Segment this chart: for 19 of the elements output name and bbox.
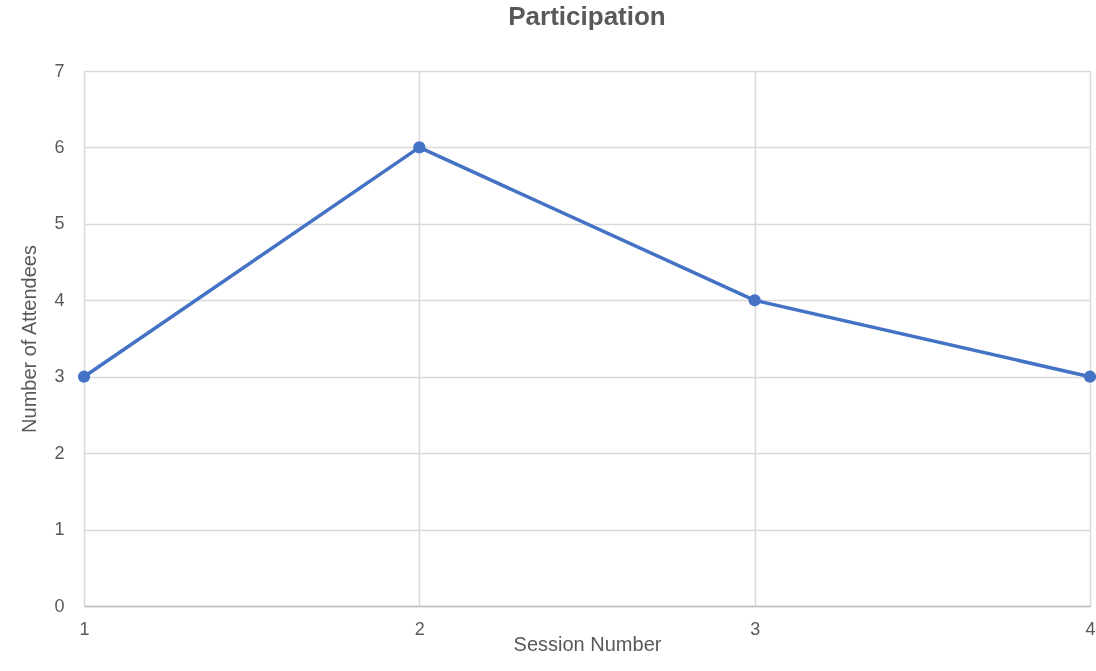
y-tick-label: 5 — [54, 213, 65, 234]
chart-title: Participation — [508, 1, 666, 31]
y-tick-label: 4 — [54, 289, 65, 310]
y-tick-label: 3 — [54, 366, 65, 387]
x-tick-label: 3 — [750, 618, 761, 639]
y-axis-title: Number of Attendees — [18, 245, 41, 433]
point — [413, 141, 426, 154]
y-tick-label: 2 — [54, 442, 65, 463]
y-tick-label: 7 — [54, 60, 65, 81]
point — [748, 294, 761, 307]
point — [77, 370, 91, 383]
y-tick-label: 6 — [54, 136, 65, 157]
x-tick-label: 2 — [414, 618, 425, 639]
x-tick-label: 4 — [1085, 618, 1096, 639]
x-axis-title: Session Number — [513, 632, 662, 655]
x-tick-label: 1 — [79, 618, 90, 639]
y-tick-label: 0 — [54, 595, 65, 616]
point — [1083, 370, 1096, 383]
y-tick-label: 1 — [54, 519, 65, 540]
